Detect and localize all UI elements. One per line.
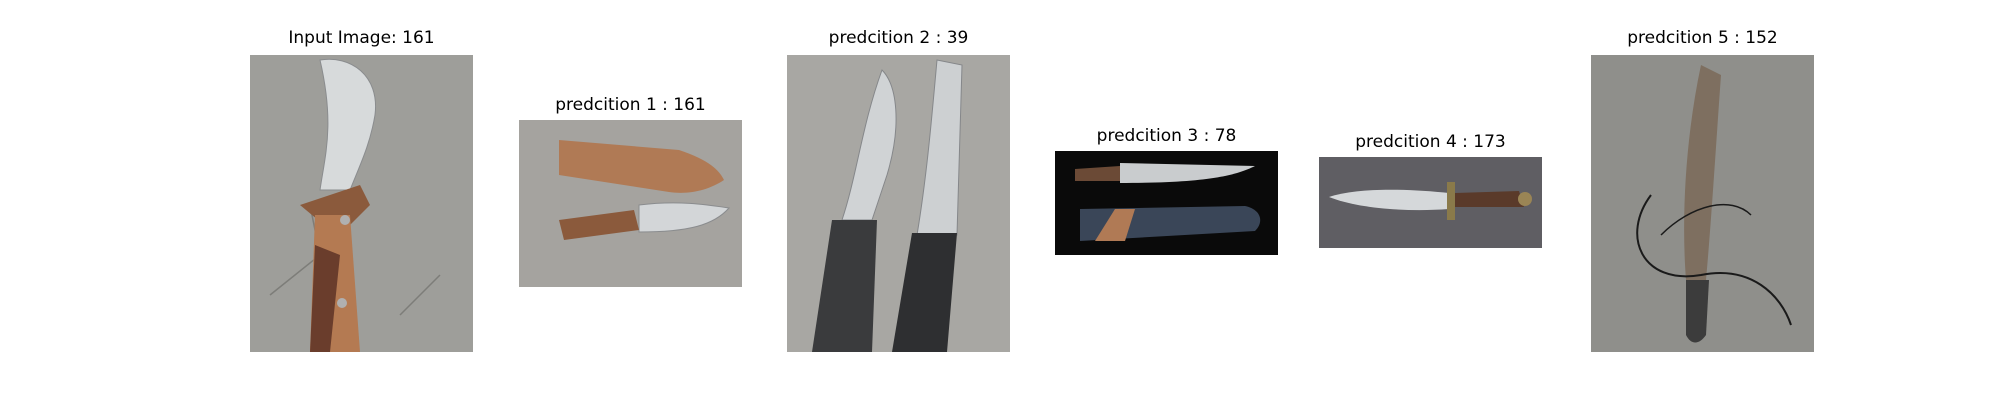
prediction-4-title: predcition 4 : 173 bbox=[1355, 132, 1506, 152]
prediction-4-image bbox=[1319, 157, 1542, 248]
prediction-5-panel: predcition 5 : 152 bbox=[1591, 28, 1814, 352]
knife-icon bbox=[519, 120, 742, 287]
knife-icon bbox=[1319, 157, 1542, 248]
prediction-1-image bbox=[519, 120, 742, 287]
prediction-1-panel: predcition 1 : 161 bbox=[519, 95, 742, 287]
prediction-1-title: predcition 1 : 161 bbox=[555, 95, 706, 115]
knife-icon bbox=[1055, 151, 1278, 255]
prediction-2-image bbox=[787, 55, 1010, 352]
knife-icon bbox=[787, 55, 1010, 352]
input-image bbox=[250, 55, 473, 352]
prediction-3-panel: predcition 3 : 78 bbox=[1055, 126, 1278, 255]
prediction-4-panel: predcition 4 : 173 bbox=[1319, 132, 1542, 248]
prediction-2-title: predcition 2 : 39 bbox=[828, 28, 969, 48]
input-image-title: Input Image: 161 bbox=[288, 28, 435, 48]
input-image-panel: Input Image: 161 bbox=[250, 28, 473, 352]
prediction-5-image bbox=[1591, 55, 1814, 352]
prediction-2-panel: predcition 2 : 39 bbox=[787, 28, 1010, 352]
prediction-3-image bbox=[1055, 151, 1278, 255]
knife-icon bbox=[1591, 55, 1814, 352]
prediction-3-title: predcition 3 : 78 bbox=[1096, 126, 1237, 146]
knife-icon bbox=[250, 55, 473, 352]
prediction-5-title: predcition 5 : 152 bbox=[1627, 28, 1778, 48]
